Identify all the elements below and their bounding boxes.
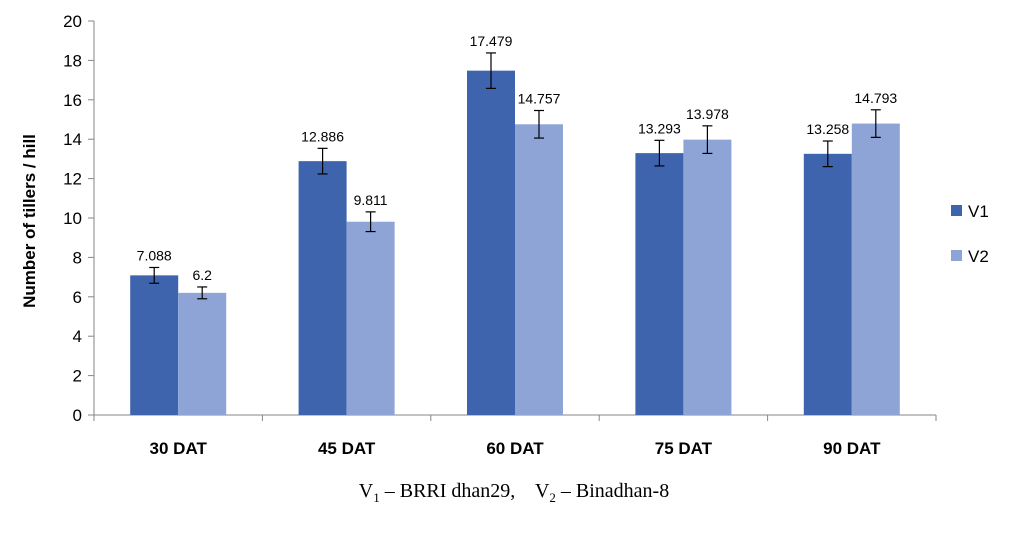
legend-label: V1 bbox=[968, 202, 989, 221]
data-label: 6.2 bbox=[192, 267, 212, 283]
error-bars bbox=[149, 52, 881, 300]
bar-v2 bbox=[515, 124, 563, 415]
y-tick-label: 12 bbox=[63, 170, 82, 189]
data-label: 14.793 bbox=[854, 90, 897, 106]
data-label: 13.258 bbox=[806, 121, 849, 137]
data-label: 17.479 bbox=[470, 33, 513, 49]
data-label: 13.978 bbox=[686, 106, 729, 122]
x-category-label: 90 DAT bbox=[823, 439, 881, 458]
y-tick-label: 2 bbox=[73, 367, 82, 386]
bar-v1 bbox=[803, 153, 852, 416]
bars bbox=[130, 70, 900, 416]
x-category-label: 45 DAT bbox=[318, 439, 376, 458]
y-tick-label: 4 bbox=[73, 327, 82, 346]
data-label: 9.811 bbox=[354, 192, 388, 208]
caption-v2-letter: V bbox=[534, 480, 550, 502]
caption-v1-letter: V bbox=[358, 480, 374, 502]
y-tick-label: 18 bbox=[63, 51, 82, 70]
caption-v2-sub: 2 bbox=[549, 490, 556, 505]
bar-v2 bbox=[851, 123, 900, 415]
caption-v2-text: – Binadhan-8 bbox=[555, 480, 670, 502]
data-label: 14.757 bbox=[518, 90, 561, 106]
legend-swatch-v1 bbox=[951, 205, 962, 216]
data-labels: 7.088 12.886 17.479 13.293 13.258 6.2 9.811 14.… bbox=[137, 33, 898, 283]
y-tick-label: 0 bbox=[73, 406, 82, 425]
data-label: 13.293 bbox=[638, 120, 681, 136]
bar-v2 bbox=[346, 221, 395, 415]
y-tick-label: 6 bbox=[73, 288, 82, 307]
caption-v1-text: – BRRI dhan29, bbox=[379, 480, 516, 502]
figure-caption: V1 – BRRI dhan29, V2 – Binadhan-8 bbox=[0, 480, 1028, 506]
y-tick-label: 14 bbox=[63, 130, 82, 149]
axes: 0 2 4 6 8 10 12 14 16 18 20 30 DAT 45 DAT 60 DAT 75 DA… bbox=[63, 12, 937, 458]
bar-v2 bbox=[683, 139, 732, 415]
x-category-label: 30 DAT bbox=[150, 439, 208, 458]
data-label: 12.886 bbox=[301, 128, 344, 144]
bar-v1 bbox=[298, 161, 347, 415]
caption-v1-sub: 1 bbox=[373, 490, 380, 505]
y-tick-label: 8 bbox=[73, 248, 82, 267]
data-label: 7.088 bbox=[137, 247, 172, 263]
y-tick-label: 16 bbox=[63, 91, 82, 110]
legend-swatch-v2 bbox=[951, 250, 962, 261]
bar-v2 bbox=[178, 292, 227, 415]
bar-v1 bbox=[635, 153, 684, 415]
x-category-label: 60 DAT bbox=[486, 439, 544, 458]
bar-v1 bbox=[467, 70, 515, 415]
y-axis-title: Number of tillers / hill bbox=[20, 134, 39, 308]
y-tick-label: 10 bbox=[63, 209, 82, 228]
legend-label: V2 bbox=[968, 247, 989, 266]
legend: V1 V2 bbox=[951, 202, 989, 266]
y-tick-label: 20 bbox=[63, 12, 82, 31]
bar-v1 bbox=[130, 275, 179, 415]
x-category-label: 75 DAT bbox=[655, 439, 713, 458]
